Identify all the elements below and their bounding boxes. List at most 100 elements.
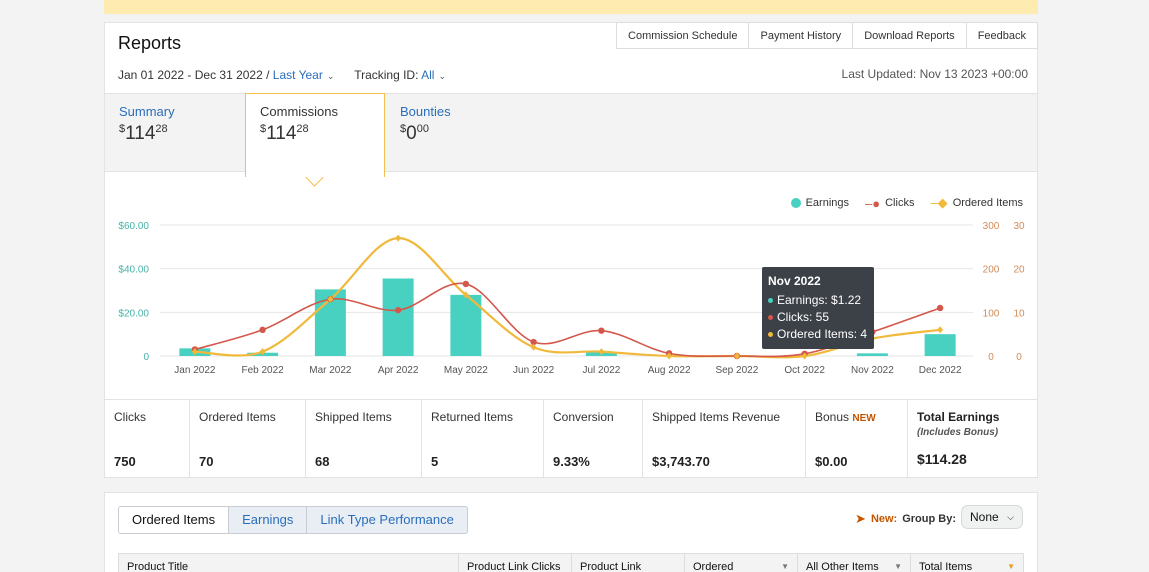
ordered-items-point bbox=[666, 352, 673, 360]
ordered-items-point bbox=[327, 295, 334, 303]
new-badge: NEW bbox=[852, 413, 876, 424]
tooltip-title: Nov 2022 bbox=[768, 274, 821, 288]
y-left-tick-label: $40.00 bbox=[118, 265, 149, 276]
x-tick-label: Mar 2022 bbox=[309, 365, 352, 376]
col-total-items[interactable]: Total Items ▼ bbox=[919, 561, 1015, 572]
x-tick-label: May 2022 bbox=[444, 365, 488, 376]
col-all-other-items[interactable]: All Other Items ▼ bbox=[798, 554, 911, 572]
tab-earnings[interactable]: Earnings bbox=[229, 506, 308, 534]
tooltip-ordered: Ordered Items: 4 bbox=[768, 327, 868, 341]
chart-legend: Earnings –● Clicks –◆ Ordered Items bbox=[790, 195, 1023, 211]
y-right-clicks-tick-label: 200 bbox=[983, 265, 1000, 276]
sort-icon: ▼ bbox=[894, 562, 902, 571]
ordered-items-point bbox=[801, 352, 808, 360]
col-ordered[interactable]: Ordered ▼ bbox=[685, 554, 798, 572]
tooltip-clicks: Clicks: 55 bbox=[768, 310, 868, 324]
clicks-point bbox=[462, 280, 470, 288]
last-updated: Last Updated: Nov 13 2023 +00:00 bbox=[841, 67, 1028, 81]
sort-icon: ▼ bbox=[781, 562, 789, 571]
ordered-items-point bbox=[191, 348, 198, 356]
tracking-id-label: Tracking ID: bbox=[354, 68, 419, 82]
legend-clicks[interactable]: –● Clicks bbox=[865, 195, 915, 211]
clicks-point bbox=[598, 327, 605, 334]
stat-shipped-items: Shipped Items 68 bbox=[306, 400, 422, 478]
ordered-items-point bbox=[733, 352, 740, 360]
chevron-down-icon[interactable]: ⌄ bbox=[438, 71, 446, 81]
y-right-clicks-tick-label: 100 bbox=[983, 308, 1000, 319]
x-tick-label: Nov 2022 bbox=[851, 365, 894, 376]
feedback-link[interactable]: Feedback bbox=[966, 22, 1038, 49]
x-tick-label: Dec 2022 bbox=[919, 365, 962, 376]
col-product-title[interactable]: Product Title bbox=[119, 554, 459, 572]
tab-link-type-performance[interactable]: Link Type Performance bbox=[307, 506, 468, 534]
tab-commissions-value: $11428 bbox=[260, 123, 309, 144]
group-by-select[interactable]: None ⌵ bbox=[961, 505, 1023, 529]
tab-bounties-value: $000 bbox=[400, 123, 429, 144]
clicks-point bbox=[394, 306, 402, 314]
tracking-id-dropdown[interactable]: All bbox=[421, 68, 435, 82]
stat-returned-items: Returned Items 5 bbox=[422, 400, 544, 478]
earnings-bar bbox=[856, 353, 888, 356]
stat-clicks: Clicks 750 bbox=[105, 400, 190, 478]
earnings-bar bbox=[382, 278, 414, 356]
earnings-dot-icon bbox=[790, 198, 801, 208]
col-product-link[interactable]: Product Link bbox=[572, 554, 685, 572]
y-left-tick-label: $60.00 bbox=[118, 221, 149, 232]
stats-row: Clicks 750 Ordered Items 70 Shipped Items 6… bbox=[105, 399, 1037, 478]
stat-bonus: Bonus NEW $0.00 bbox=[806, 400, 908, 478]
y-left-tick-label: $20.00 bbox=[118, 308, 149, 319]
ordered-items-point bbox=[937, 326, 944, 334]
x-tick-label: Oct 2022 bbox=[784, 365, 825, 376]
detail-tabs: Ordered Items Earnings Link Type Perform… bbox=[118, 506, 468, 534]
new-label: New: bbox=[870, 513, 898, 525]
x-tick-label: Jun 2022 bbox=[513, 365, 555, 376]
col-product-link-clicks[interactable]: Product Link Clicks bbox=[459, 554, 572, 572]
stat-ordered-items: Ordered Items 70 bbox=[190, 400, 306, 478]
tab-summary-label: Summary bbox=[119, 104, 175, 119]
y-right-items-tick-label: 30 bbox=[1013, 221, 1025, 232]
earnings-bar bbox=[924, 334, 956, 356]
ordered-items-point bbox=[395, 234, 402, 242]
summary-tabs: Summary $11428 Commissions $11428 Bounti… bbox=[105, 93, 1037, 177]
chevron-down-icon[interactable]: ⌄ bbox=[326, 71, 335, 81]
download-reports-link[interactable]: Download Reports bbox=[853, 22, 967, 49]
x-tick-label: Jan 2022 bbox=[174, 365, 216, 376]
page-title: Reports bbox=[118, 33, 182, 53]
x-tick-label: Sep 2022 bbox=[715, 365, 758, 376]
group-by-label: Group By: bbox=[902, 513, 956, 525]
legend-earnings[interactable]: Earnings bbox=[790, 195, 849, 211]
y-right-clicks-tick-label: 300 bbox=[983, 221, 1000, 232]
y-right-items-tick-label: 20 bbox=[1013, 265, 1025, 276]
tab-commissions[interactable]: Commissions $11428 bbox=[245, 93, 385, 177]
tooltip-earnings: Earnings: $1.22 bbox=[768, 293, 868, 307]
stat-conversion: Conversion 9.33% bbox=[544, 400, 643, 478]
clicks-line-icon: –● bbox=[865, 195, 881, 211]
y-right-clicks-tick-label: 0 bbox=[988, 352, 994, 363]
group-by-control: ➤ New: Group By: None ⌵ bbox=[855, 505, 1023, 529]
payment-history-link[interactable]: Payment History bbox=[749, 22, 854, 49]
clicks-point bbox=[259, 326, 266, 333]
legend-ordered-items[interactable]: –◆ Ordered Items bbox=[930, 195, 1023, 210]
chevron-down-icon: ⌵ bbox=[1007, 511, 1014, 522]
tab-bounties-label: Bounties bbox=[400, 104, 451, 119]
ordered-items-point bbox=[598, 348, 605, 356]
tab-bounties[interactable]: Bounties $000 bbox=[386, 94, 526, 176]
date-preset-dropdown[interactable]: Last Year bbox=[272, 68, 323, 82]
stat-total-earnings: Total Earnings (Includes Bonus) $114.28 bbox=[917, 410, 1000, 467]
x-tick-label: Jul 2022 bbox=[582, 365, 620, 376]
tab-summary[interactable]: Summary $11428 bbox=[105, 94, 245, 176]
x-tick-label: Apr 2022 bbox=[378, 365, 419, 376]
stat-shipped-revenue: Shipped Items Revenue $3,743.70 bbox=[643, 400, 806, 478]
date-range: Jan 01 2022 - Dec 31 2022 / bbox=[118, 68, 270, 82]
detail-panel: Ordered Items Earnings Link Type Perform… bbox=[104, 492, 1038, 572]
date-filter-row: Jan 01 2022 - Dec 31 2022 / Last Year ⌄ T… bbox=[118, 68, 446, 82]
y-right-items-tick-label: 0 bbox=[1016, 352, 1022, 363]
reports-panel: Reports Commission Schedule Payment Hist… bbox=[104, 22, 1038, 478]
tab-ordered-items[interactable]: Ordered Items bbox=[118, 506, 230, 534]
y-left-tick-label: 0 bbox=[143, 352, 149, 363]
x-tick-label: Aug 2022 bbox=[648, 365, 691, 376]
ordered-items-point bbox=[462, 291, 469, 299]
commission-schedule-link[interactable]: Commission Schedule bbox=[616, 22, 750, 49]
earnings-chart: $60.00$40.00$20.00030020010003020100Jan … bbox=[118, 221, 1025, 376]
chart-tooltip: Nov 2022 Earnings: $1.22 Clicks: 55 Orde… bbox=[762, 267, 874, 349]
